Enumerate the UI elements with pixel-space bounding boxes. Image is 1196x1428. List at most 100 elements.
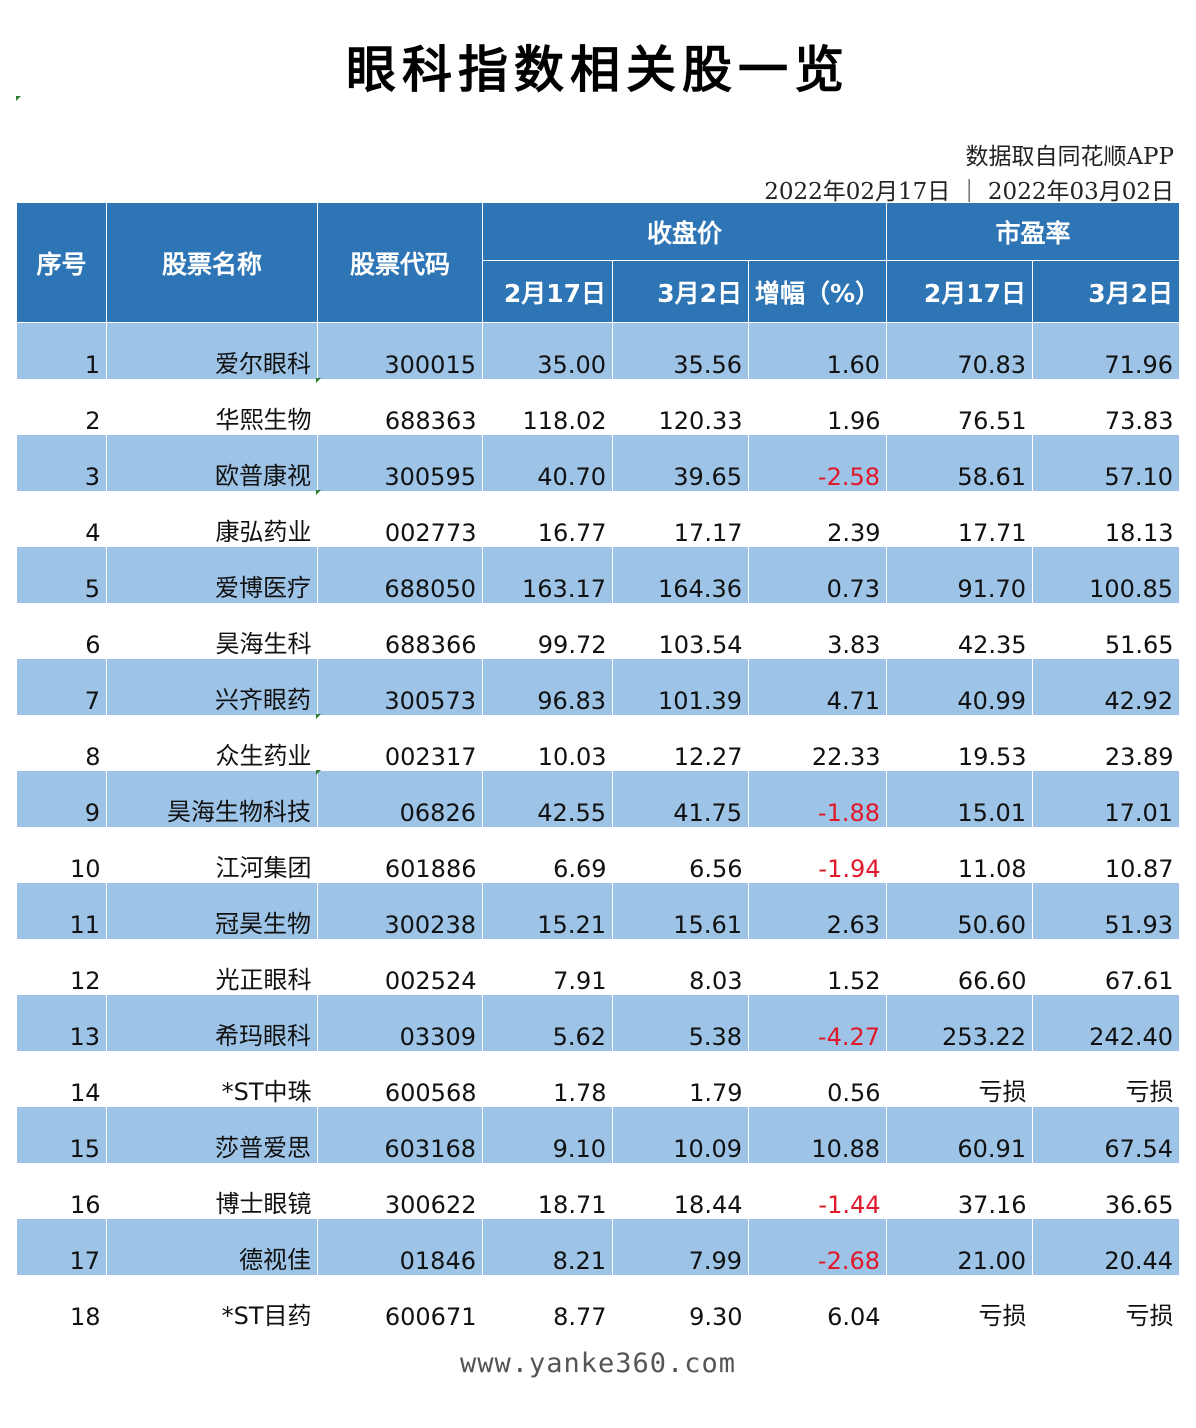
table-row: 4 康弘药业 002773 16.77 17.17 2.39 17.71 18.13 (16, 490, 1180, 547)
cell-name: 莎普爱思 (106, 1106, 318, 1163)
cell-code: 688050 (317, 546, 483, 603)
cell-pe-d1: 58.61 (886, 434, 1034, 491)
cell-close-d2: 120.33 (612, 378, 749, 435)
cell-index: 7 (16, 658, 107, 715)
cell-pe-d1: 21.00 (886, 1218, 1034, 1275)
header-pe-d2: 3月2日 (1032, 260, 1181, 323)
cell-index: 5 (16, 546, 107, 603)
cell-name: 江河集团 (106, 826, 318, 883)
cell-code: 601886 (317, 826, 483, 883)
cell-change: 6.04 (748, 1274, 887, 1331)
cell-pe-d2: 73.83 (1032, 378, 1180, 435)
cell-close-d2: 39.65 (612, 434, 749, 491)
cell-close-d1: 6.69 (482, 826, 613, 883)
stock-table: 序号 股票名称 股票代码 收盘价 市盈率 2月17日 3月2日 增幅（%） 2月… (16, 202, 1181, 1331)
cell-change: 22.33 (748, 714, 887, 771)
cell-close-d2: 8.03 (612, 938, 749, 995)
cell-pe-d2: 10.87 (1032, 826, 1180, 883)
header-index: 序号 (16, 202, 107, 323)
cell-close-d2: 9.30 (612, 1274, 749, 1331)
cell-name: 昊海生物科技 (106, 770, 318, 827)
cell-pe-d2: 20.44 (1032, 1218, 1181, 1275)
cell-pe-d1: 50.60 (886, 882, 1034, 939)
cell-pe-d1: 19.53 (886, 714, 1033, 771)
cell-name: 光正眼科 (106, 938, 318, 995)
cell-pe-d1: 亏损 (886, 1050, 1033, 1107)
cell-change: -2.68 (748, 1218, 888, 1275)
header-change: 增幅（%） (747, 260, 888, 323)
cell-pe-d2: 18.13 (1032, 490, 1180, 547)
table-row: 10 江河集团 601886 6.69 6.56 -1.94 11.08 10.87 (16, 826, 1180, 883)
cell-pe-d2: 67.54 (1032, 1106, 1181, 1163)
cell-pe-d2: 51.93 (1032, 882, 1181, 939)
cell-change: 2.39 (748, 490, 887, 547)
cell-close-d1: 5.62 (482, 994, 613, 1051)
cell-change: 1.96 (748, 378, 887, 435)
cell-index: 11 (16, 882, 107, 939)
table-row: 2 华熙生物 688363 118.02 120.33 1.96 76.51 73.83 (16, 378, 1180, 435)
cell-close-d2: 101.39 (612, 658, 749, 715)
table-row: 16 博士眼镜 300622 18.71 18.44 -1.44 37.16 36.65 (16, 1162, 1180, 1219)
cell-close-d2: 41.75 (612, 770, 749, 827)
footer-url: www.yanke360.com (459, 1348, 737, 1379)
cell-name: 德视佳 (106, 1218, 318, 1275)
cell-marker (16, 96, 21, 101)
cell-change: 1.52 (748, 938, 887, 995)
cell-close-d1: 163.17 (482, 546, 613, 603)
cell-name: 兴齐眼药 (106, 658, 318, 715)
cell-close-d1: 1.78 (482, 1050, 613, 1107)
table-row: 17 德视佳 01846 8.21 7.99 -2.68 21.00 20.44 (16, 1218, 1181, 1275)
cell-code: 300595 (317, 434, 483, 491)
cell-marker (316, 378, 321, 383)
cell-pe-d1: 11.08 (886, 826, 1033, 883)
cell-close-d1: 118.02 (482, 378, 613, 435)
cell-pe-d2: 23.89 (1032, 714, 1180, 771)
cell-close-d2: 7.99 (612, 1218, 749, 1275)
cell-index: 8 (16, 714, 107, 771)
cell-close-d1: 18.71 (482, 1162, 613, 1219)
cell-name: 欧普康视 (106, 434, 318, 491)
cell-close-d1: 40.70 (482, 434, 613, 491)
cell-pe-d2: 42.92 (1032, 658, 1181, 715)
cell-code: 002773 (317, 490, 483, 547)
cell-pe-d2: 17.01 (1032, 770, 1181, 827)
cell-pe-d1: 42.35 (886, 602, 1033, 659)
cell-close-d2: 6.56 (612, 826, 749, 883)
cell-name: 冠昊生物 (106, 882, 318, 939)
header-close-d2: 3月2日 (612, 260, 749, 323)
cell-close-d1: 10.03 (482, 714, 613, 771)
cell-close-d2: 15.61 (612, 882, 749, 939)
cell-name: 爱博医疗 (106, 546, 318, 603)
cell-close-d2: 164.36 (612, 546, 749, 603)
cell-close-d2: 10.09 (612, 1106, 749, 1163)
cell-code: 300238 (317, 882, 483, 939)
cell-index: 12 (16, 938, 107, 995)
cell-change: -4.27 (748, 994, 888, 1051)
cell-name: *ST中珠 (106, 1050, 318, 1107)
table-row: 1 爱尔眼科 300015 35.00 35.56 1.60 70.83 71.96 (16, 322, 1181, 379)
cell-index: 1 (16, 322, 107, 379)
cell-change: 2.63 (748, 882, 888, 939)
cell-pe-d1: 15.01 (886, 770, 1034, 827)
stock-table-body: 1 爱尔眼科 300015 35.00 35.56 1.60 70.83 71.96 2 华熙生物… (16, 322, 1181, 1331)
cell-pe-d2: 67.61 (1032, 938, 1180, 995)
cell-pe-d1: 37.16 (886, 1162, 1033, 1219)
cell-close-d1: 35.00 (482, 322, 613, 379)
cell-close-d2: 1.79 (612, 1050, 749, 1107)
cell-change: -2.58 (748, 434, 888, 491)
cell-close-d1: 42.55 (482, 770, 613, 827)
cell-pe-d1: 17.71 (886, 490, 1033, 547)
date-range: 2022年02月17日 ｜ 2022年03月02日 (764, 179, 1174, 205)
cell-close-d1: 9.10 (482, 1106, 613, 1163)
header-name: 股票名称 (106, 202, 318, 323)
cell-pe-d1: 70.83 (886, 322, 1034, 379)
cell-name: 众生药业 (106, 714, 318, 771)
data-source: 数据取自同花顺APP (965, 144, 1174, 170)
cell-close-d2: 18.44 (612, 1162, 749, 1219)
cell-index: 3 (16, 434, 107, 491)
cell-close-d2: 17.17 (612, 490, 749, 547)
table-row: 5 爱博医疗 688050 163.17 164.36 0.73 91.70 100.85 (16, 546, 1181, 603)
cell-pe-d2: 36.65 (1032, 1162, 1180, 1219)
header-code: 股票代码 (317, 202, 483, 323)
cell-index: 14 (16, 1050, 107, 1107)
